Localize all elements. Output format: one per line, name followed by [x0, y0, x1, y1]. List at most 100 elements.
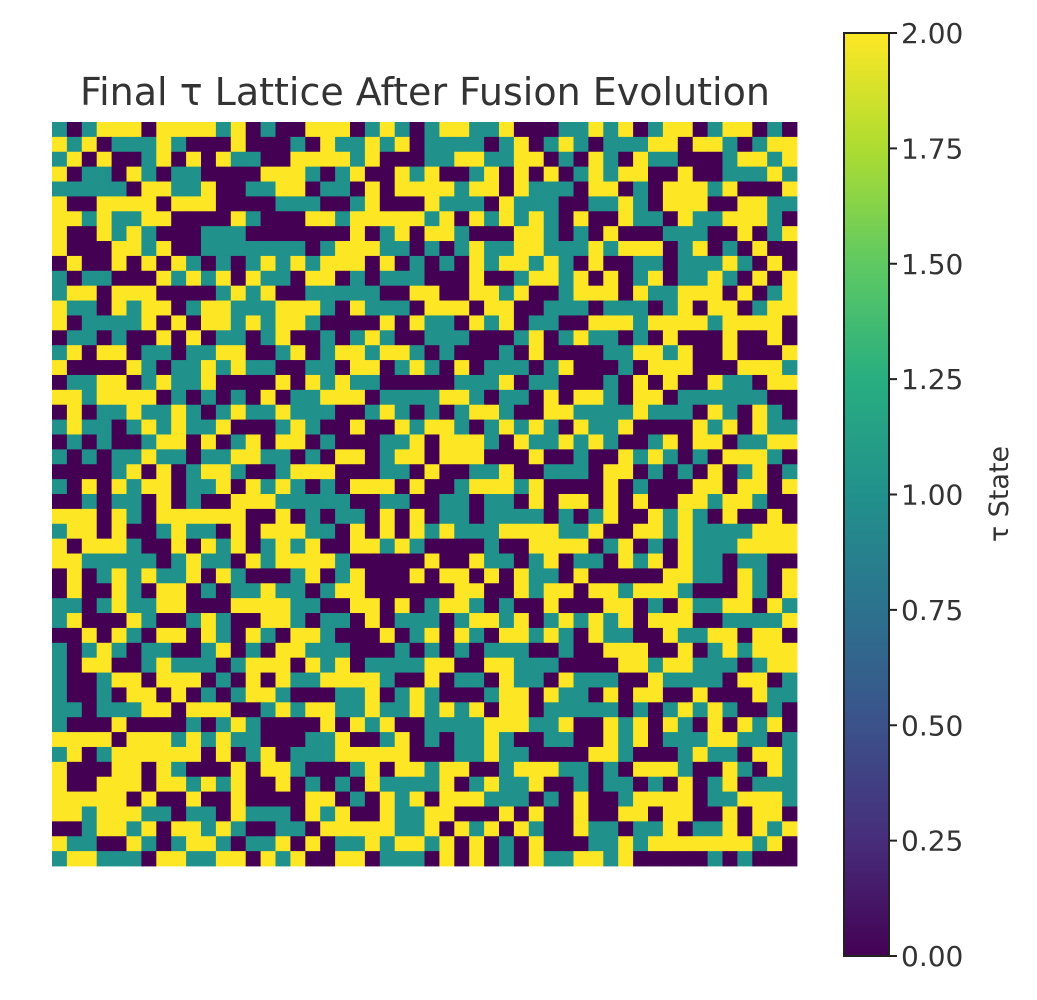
- heatmap-cell: [633, 523, 649, 540]
- heatmap-cell: [350, 464, 366, 480]
- heatmap-cell: [469, 657, 485, 673]
- heatmap-cell: [335, 776, 351, 792]
- heatmap-cell: [275, 255, 291, 272]
- heatmap-cell: [573, 300, 589, 316]
- heatmap-cell: [677, 687, 694, 703]
- heatmap-cell: [558, 791, 574, 807]
- heatmap-cell: [692, 360, 708, 376]
- heatmap-cell: [141, 315, 157, 331]
- heatmap-cell: [215, 181, 232, 197]
- heatmap-cell: [379, 776, 396, 792]
- heatmap-cell: [782, 702, 798, 718]
- heatmap-cell: [722, 345, 738, 361]
- heatmap-cell: [782, 166, 798, 182]
- heatmap-cell: [424, 702, 440, 718]
- heatmap-cell: [543, 717, 559, 733]
- heatmap-cell: [439, 345, 455, 361]
- heatmap-cell: [186, 791, 202, 807]
- heatmap-cell: [499, 300, 515, 316]
- heatmap-cell: [275, 702, 291, 718]
- heatmap-cell: [573, 285, 589, 301]
- heatmap-cell: [141, 642, 157, 659]
- heatmap-cell: [409, 538, 425, 554]
- heatmap-cell: [543, 806, 559, 822]
- heatmap-cell: [275, 717, 291, 733]
- heatmap-cell: [603, 449, 619, 465]
- heatmap-cell: [588, 181, 604, 197]
- heatmap-cell: [156, 851, 172, 867]
- heatmap-cell: [156, 255, 172, 272]
- heatmap-cell: [707, 136, 723, 153]
- heatmap-cell: [662, 508, 679, 525]
- heatmap-cell: [141, 449, 157, 465]
- heatmap-cell: [528, 761, 545, 778]
- heatmap-cell: [484, 255, 500, 272]
- heatmap-cell: [484, 389, 500, 406]
- heatmap-cell: [156, 598, 172, 614]
- heatmap-cell: [439, 761, 455, 778]
- heatmap-cell: [320, 241, 336, 257]
- heatmap-cell: [260, 211, 276, 227]
- heatmap-cell: [52, 404, 68, 420]
- heatmap-cell: [528, 285, 545, 301]
- heatmap-cell: [648, 136, 664, 153]
- heatmap-cell: [186, 196, 202, 212]
- heatmap-cell: [66, 598, 83, 614]
- heatmap-cell: [245, 523, 261, 540]
- heatmap-cell: [573, 211, 589, 227]
- heatmap-cell: [633, 122, 649, 138]
- heatmap-cell: [767, 657, 783, 673]
- heatmap-cell: [424, 523, 440, 540]
- heatmap-cell: [677, 345, 694, 361]
- heatmap-cell: [245, 568, 261, 584]
- heatmap-cell: [484, 404, 500, 420]
- heatmap-cell: [767, 241, 783, 257]
- heatmap-cell: [528, 479, 545, 495]
- heatmap-cell: [379, 196, 396, 212]
- heatmap-cell: [513, 300, 530, 316]
- heatmap-cell: [111, 255, 127, 272]
- heatmap-cell: [186, 330, 202, 346]
- heatmap-cell: [499, 613, 515, 629]
- heatmap-cell: [379, 821, 396, 837]
- heatmap-cell: [52, 270, 68, 287]
- heatmap-cell: [573, 687, 589, 703]
- heatmap-cell: [245, 345, 261, 361]
- heatmap-cell: [499, 494, 515, 510]
- heatmap-cell: [692, 732, 708, 748]
- heatmap-cell: [424, 449, 440, 465]
- heatmap-cell: [350, 538, 366, 554]
- heatmap-cell: [737, 732, 753, 748]
- heatmap-cell: [677, 360, 694, 376]
- heatmap-cell: [305, 211, 321, 227]
- heatmap-cell: [126, 136, 142, 153]
- heatmap-cell: [782, 374, 798, 391]
- heatmap-cell: [350, 806, 366, 822]
- heatmap-cell: [409, 226, 425, 242]
- heatmap-cell: [141, 374, 157, 391]
- heatmap-cell: [320, 479, 336, 495]
- heatmap-cell: [454, 136, 470, 153]
- heatmap-cell: [364, 657, 381, 673]
- heatmap-cell: [439, 821, 455, 837]
- heatmap-cell: [111, 598, 127, 614]
- heatmap-cell: [767, 598, 783, 614]
- heatmap-cell: [275, 746, 291, 763]
- heatmap-cell: [335, 568, 351, 584]
- heatmap-cell: [543, 568, 559, 584]
- heatmap-cell: [171, 374, 187, 391]
- heatmap-cell: [186, 122, 202, 138]
- heatmap-cell: [782, 568, 798, 584]
- heatmap-cell: [707, 315, 723, 331]
- heatmap-cell: [409, 627, 425, 644]
- heatmap-cell: [364, 330, 381, 346]
- heatmap-cell: [692, 776, 708, 792]
- heatmap-cell: [379, 360, 396, 376]
- heatmap-cell: [677, 553, 694, 569]
- heatmap-cell: [603, 479, 619, 495]
- heatmap-cell: [186, 494, 202, 510]
- heatmap-cell: [767, 642, 783, 659]
- heatmap-cell: [111, 776, 127, 792]
- heatmap-cell: [96, 568, 112, 584]
- heatmap-cell: [394, 583, 410, 599]
